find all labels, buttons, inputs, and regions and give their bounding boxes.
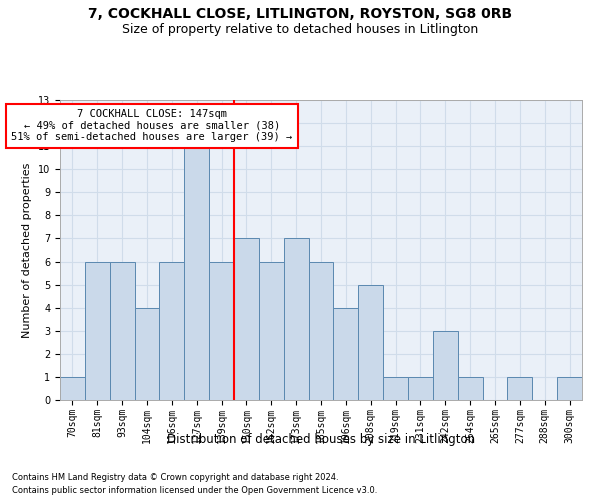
- Bar: [508, 377, 532, 400]
- Bar: [134, 308, 160, 400]
- Text: Distribution of detached houses by size in Litlington: Distribution of detached houses by size …: [167, 432, 475, 446]
- Bar: [284, 238, 308, 400]
- Bar: [433, 331, 458, 400]
- Bar: [334, 308, 358, 400]
- Bar: [458, 377, 482, 400]
- Bar: [383, 377, 408, 400]
- Bar: [110, 262, 134, 400]
- Bar: [408, 377, 433, 400]
- Bar: [85, 262, 110, 400]
- Bar: [259, 262, 284, 400]
- Text: Contains HM Land Registry data © Crown copyright and database right 2024.: Contains HM Land Registry data © Crown c…: [12, 472, 338, 482]
- Bar: [557, 377, 582, 400]
- Y-axis label: Number of detached properties: Number of detached properties: [22, 162, 32, 338]
- Text: Contains public sector information licensed under the Open Government Licence v3: Contains public sector information licen…: [12, 486, 377, 495]
- Bar: [160, 262, 184, 400]
- Bar: [308, 262, 334, 400]
- Bar: [184, 146, 209, 400]
- Text: 7 COCKHALL CLOSE: 147sqm
← 49% of detached houses are smaller (38)
51% of semi-d: 7 COCKHALL CLOSE: 147sqm ← 49% of detach…: [11, 109, 293, 142]
- Bar: [60, 377, 85, 400]
- Bar: [234, 238, 259, 400]
- Bar: [209, 262, 234, 400]
- Text: Size of property relative to detached houses in Litlington: Size of property relative to detached ho…: [122, 22, 478, 36]
- Text: 7, COCKHALL CLOSE, LITLINGTON, ROYSTON, SG8 0RB: 7, COCKHALL CLOSE, LITLINGTON, ROYSTON, …: [88, 8, 512, 22]
- Bar: [358, 284, 383, 400]
